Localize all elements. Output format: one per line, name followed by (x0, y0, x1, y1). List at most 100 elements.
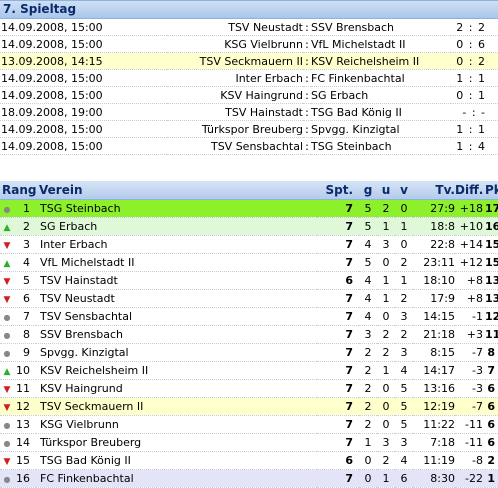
match-separator: : (305, 139, 309, 153)
header-spt[interactable]: Spt. (317, 181, 359, 200)
match-away-team[interactable]: TSG Steinbach (311, 139, 392, 153)
team-name[interactable]: TSV Neustadt (40, 292, 115, 305)
match-away-team[interactable]: KSV Reichelsheim II (311, 52, 451, 70)
match-away-team[interactable]: SSV Brensbach (311, 20, 395, 34)
draws: 3 (382, 238, 390, 251)
match-away-team[interactable]: VfL Michelstadt II (311, 37, 406, 51)
team-name[interactable]: Türkspor Breuberg (40, 436, 142, 449)
goal-difference: +12 (459, 256, 483, 269)
team-name[interactable]: KSV Reichelsheim II (40, 364, 149, 377)
team-name[interactable]: Inter Erbach (40, 238, 108, 251)
wins: 2 (364, 364, 372, 377)
match-away-team[interactable]: SG Erbach (311, 88, 369, 102)
games-played: 7 (345, 382, 353, 395)
goal-difference: +8 (466, 292, 483, 305)
rank-number: 1 (23, 202, 30, 215)
standings-row[interactable]: ▼ 11 KSV Haingrund 7 2 0 5 13:16 -3 6 (0, 380, 498, 398)
goal-difference: -22 (455, 469, 485, 488)
header-diff[interactable]: Diff. (455, 181, 485, 200)
header-u[interactable]: u (377, 181, 395, 200)
games-played: 7 (345, 364, 353, 377)
games-played: 7 (345, 328, 353, 341)
games-played: 7 (317, 397, 359, 416)
match-home-team[interactable]: KSG Vielbrunn (224, 37, 303, 51)
draws: 2 (377, 199, 395, 218)
standings-row[interactable]: ● 9 Spvgg. Kinzigtal 7 2 2 3 8:15 -7 8 (0, 344, 498, 362)
standings-row[interactable]: ▼ 15 TSG Bad König II 6 0 2 4 11:19 -8 2 (0, 452, 498, 470)
match-row[interactable]: 14.09.2008, 15:00 KSG Vielbrunn: VfL Miche… (0, 36, 498, 53)
team-name[interactable]: TSG Steinbach (36, 199, 317, 218)
team-name[interactable]: TSV Seckmauern II (36, 397, 317, 416)
match-row[interactable]: 18.09.2008, 19:00 TSV Hainstadt: TSG Bad K… (0, 104, 498, 121)
team-name[interactable]: VfL Michelstadt II (40, 256, 135, 269)
match-home-team[interactable]: TSV Neustadt (228, 20, 303, 34)
games-played: 6 (345, 274, 353, 287)
wins: 2 (359, 397, 377, 416)
goal-difference: -11 (465, 436, 483, 449)
games-played: 7 (345, 346, 353, 359)
standings-row[interactable]: ● 13 KSG Vielbrunn 7 2 0 5 11:22 -11 6 (0, 416, 498, 434)
triangle-down-icon: ▼ (3, 385, 11, 395)
team-name[interactable]: SG Erbach (36, 217, 317, 236)
matchday-title: 7. Spieltag (0, 0, 498, 19)
draws: 2 (382, 454, 390, 467)
triangle-down-icon: ▼ (3, 277, 11, 287)
team-name[interactable]: TSV Sensbachtal (40, 310, 133, 323)
match-result: 1 : 1 (456, 71, 486, 85)
team-name[interactable]: TSV Hainstadt (40, 274, 118, 287)
dot-icon: ● (3, 205, 11, 214)
match-result: - : - (462, 105, 486, 119)
match-row[interactable]: 14.09.2008, 15:00 Inter Erbach: FC Finkenb… (0, 70, 498, 87)
standings-row[interactable]: ● 14 Türkspor Breuberg 7 1 3 3 7:18 -11 6 (0, 434, 498, 452)
match-row[interactable]: 14.09.2008, 15:00 KSV Haingrund: SG Erbach… (0, 87, 498, 104)
team-name[interactable]: SSV Brensbach (40, 328, 124, 341)
rank-number: 16 (16, 472, 30, 485)
team-name[interactable]: KSG Vielbrunn (40, 418, 119, 431)
match-result: 0 : 6 (456, 37, 486, 51)
rank-cell: ● 16 (0, 469, 36, 488)
match-home-team[interactable]: TSV Sensbachtal (210, 139, 303, 153)
match-home-team[interactable]: KSV Haingrund (220, 88, 303, 102)
match-row[interactable]: 14.09.2008, 15:00 TSV Sensbachtal: TSG Ste… (0, 138, 498, 155)
draws: 0 (382, 310, 390, 323)
team-name[interactable]: KSV Haingrund (40, 382, 123, 395)
team-name[interactable]: TSG Bad König II (40, 454, 131, 467)
header-verein[interactable]: Verein (36, 181, 317, 200)
header-v[interactable]: v (395, 181, 413, 200)
header-rang[interactable]: Rang (0, 181, 36, 200)
team-name[interactable]: Spvgg. Kinzigtal (40, 346, 129, 359)
draws: 0 (382, 418, 390, 431)
standings-row[interactable]: ▼ 12 TSV Seckmauern II 7 2 0 5 12:19 -7 6 (0, 397, 498, 416)
match-row[interactable]: 14.09.2008, 15:00 TSV Neustadt: SSV Brensb… (0, 19, 498, 36)
match-away-team[interactable]: Spvgg. Kinzigtal (311, 122, 400, 136)
points: 6 (487, 436, 495, 449)
match-home-team[interactable]: TSV Seckmauern II (167, 52, 303, 70)
match-home-team[interactable]: Türkspor Breuberg (201, 122, 303, 136)
header-g[interactable]: g (359, 181, 377, 200)
standings-row[interactable]: ▲ 10 KSV Reichelsheim II 7 2 1 4 14:17 -3 7 (0, 362, 498, 380)
header-tv[interactable]: Tv. (413, 181, 455, 200)
match-date: 14.09.2008, 15:00 (1, 20, 103, 34)
match-row[interactable]: 14.09.2008, 15:00 Türkspor Breuberg: Spvgg… (0, 121, 498, 138)
goal-difference: -7 (472, 346, 483, 359)
match-home-team[interactable]: TSV Hainstadt (225, 105, 303, 119)
team-name[interactable]: FC Finkenbachtal (36, 469, 317, 488)
match-away-team[interactable]: TSG Bad König II (311, 105, 402, 119)
match-row[interactable]: 13.09.2008, 14:15 TSV Seckmauern II: KSV R… (0, 52, 498, 70)
points: 6 (487, 382, 495, 395)
goals: 7:18 (430, 436, 455, 449)
standings-row[interactable]: ● 16 FC Finkenbachtal 7 0 1 6 8:30 -22 1 (0, 469, 498, 488)
header-pkt[interactable]: Pkt. (485, 181, 498, 200)
match-separator: : (305, 122, 309, 136)
match-away-team[interactable]: FC Finkenbachtal (311, 71, 405, 85)
match-home-team[interactable]: Inter Erbach (235, 71, 303, 85)
dot-icon: ● (3, 313, 11, 322)
